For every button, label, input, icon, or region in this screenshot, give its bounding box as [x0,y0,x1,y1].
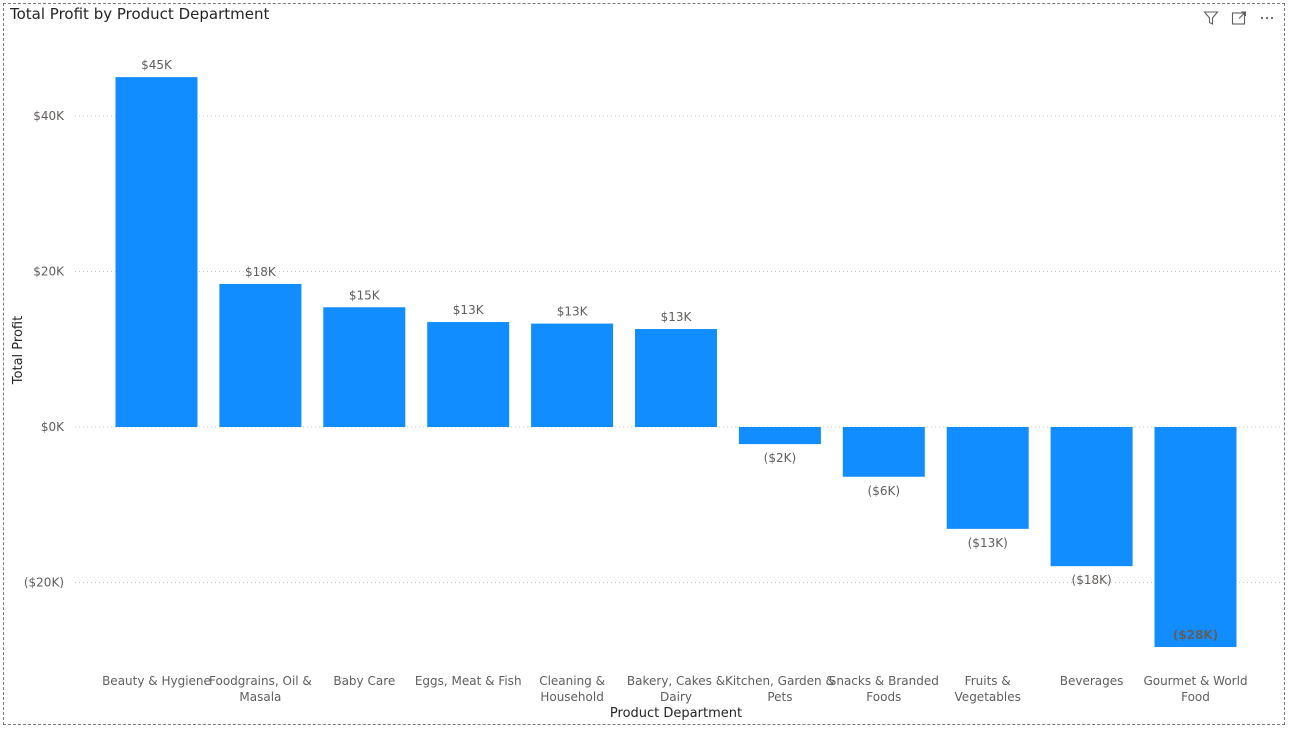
x-category-label: Foods [866,690,901,704]
x-category-label: Masala [239,690,281,704]
bar[interactable] [427,322,510,427]
x-category-label: Kitchen, Garden & [725,674,835,688]
bar[interactable] [531,323,614,427]
bar[interactable] [219,283,302,427]
bar[interactable] [323,307,406,427]
data-label: $13K [453,303,485,317]
x-category-label: Beverages [1060,674,1124,688]
bar[interactable] [115,77,198,427]
x-category-label: Foodgrains, Oil & [209,674,312,688]
bar[interactable] [1154,427,1237,648]
filter-icon[interactable] [1202,9,1220,27]
data-label: $18K [245,265,277,279]
y-tick-label: $0K [41,420,65,434]
chart-title: Total Profit by Product Department [10,5,270,23]
x-category-label: Beauty & Hygiene [102,674,211,688]
bar[interactable] [1050,427,1133,567]
x-category-label: Snacks & Branded [829,674,939,688]
x-category-label: Fruits & [965,674,1011,688]
x-category-label: Food [1181,690,1210,704]
data-label: ($13K) [968,536,1008,550]
bar[interactable] [738,427,821,445]
y-tick-label: $20K [33,265,65,279]
y-axis-ticks: $40K $20K $0K ($20K) [24,109,65,590]
more-options-icon[interactable] [1258,9,1276,27]
y-tick-label: ($20K) [24,576,64,590]
visual-container[interactable] [3,3,1285,725]
bar[interactable] [842,427,925,477]
data-label: $15K [349,288,381,302]
x-axis-title: Product Department [610,706,742,721]
bars [115,77,1237,648]
data-label: ($28K) [1173,628,1218,642]
visual-header-icons [1202,9,1276,27]
data-label: ($18K) [1072,573,1112,587]
data-labels: $45K $18K $15K $13K $13K $13K ($2K) ($6K) ($13K)… [141,58,1218,642]
x-category-label: Vegetables [955,690,1021,704]
y-axis-title: Total Profit [11,316,26,385]
x-category-label: Dairy [660,690,692,704]
x-category-label: Baby Care [333,674,395,688]
data-label: $45K [141,58,173,72]
x-category-label: Gourmet & World [1143,674,1247,688]
bar[interactable] [635,329,717,427]
data-label: $13K [557,305,589,319]
x-category-label: Cleaning & [539,674,605,688]
bar[interactable] [946,427,1029,529]
x-category-label: Bakery, Cakes & [627,674,725,688]
data-label: ($6K) [868,484,901,498]
focus-mode-icon[interactable] [1230,9,1248,27]
y-tick-label: $40K [33,109,65,123]
data-label: $13K [661,310,693,324]
x-category-label: Household [540,690,604,704]
x-category-label: Pets [767,690,792,704]
data-label: ($2K) [764,451,797,465]
x-category-label: Eggs, Meat & Fish [415,674,522,688]
